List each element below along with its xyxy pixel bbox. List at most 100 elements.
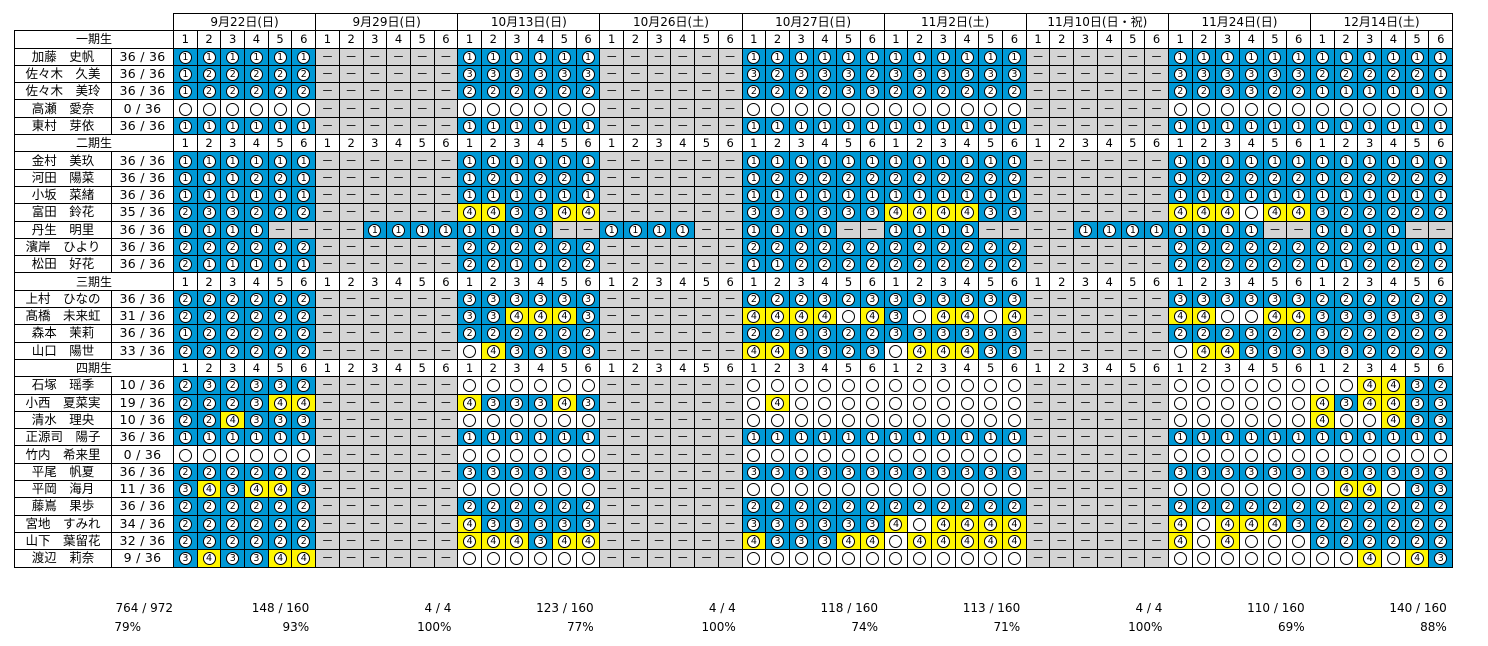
dash-mark: － [416,326,429,341]
circled-number: 2 [1339,327,1353,341]
circled-number: 4 [557,535,571,549]
schedule-cell: 4 [291,393,317,412]
column-number: 2 [1333,134,1359,153]
schedule-cell: － [717,480,743,499]
circled-number: 1 [486,431,500,445]
schedule-cell: 3 [812,531,838,551]
column-number: 1 [1025,30,1051,49]
schedule-cell: 3 [504,462,530,482]
member-row: 平岡 海月 11 / 36 3 4 3 4 4 3 －－－－－－－－－－－－－－－－－－ 4 4 3 3 [14,480,1454,499]
circled-number: 2 [463,258,477,272]
dash-mark: － [368,516,381,531]
circled-number: 3 [889,310,903,324]
schedule-cell: 4 [267,393,293,412]
schedule-cell: － [1096,255,1122,274]
schedule-cell: 3 [244,376,269,395]
schedule-cell [1286,445,1311,464]
circled-number: 3 [747,517,761,531]
schedule-cell: 1 [457,185,482,205]
column-number: 6 [717,358,743,378]
circled-number: 4 [960,344,974,358]
circled-number: 1 [1386,241,1400,254]
schedule-cell: 4 [1215,531,1240,551]
schedule-cell: 3 [552,289,577,309]
column-number: 2 [765,134,790,153]
schedule-cell: 2 [788,237,814,257]
circled-number: 2 [1007,85,1021,99]
schedule-cell: 2 [504,324,530,343]
circled-number: 3 [1434,483,1448,497]
member-name: 山口 陽世 [14,341,112,360]
dash-mark: － [653,49,666,64]
circled-number: 2 [178,310,192,324]
schedule-cell [812,549,838,568]
schedule-cell: 1 [1002,428,1027,447]
empty-circle [557,448,571,462]
dash-mark: － [1103,499,1116,514]
schedule-cell: 4 [954,514,980,533]
schedule-cell: － [338,514,364,533]
dash-mark: － [392,170,405,185]
column-number: 1 [457,134,482,153]
dash-mark: － [700,188,713,203]
schedule-cell: － [409,237,435,257]
schedule-cell: － [1049,64,1075,84]
schedule-cell [765,410,790,430]
circled-number: 2 [486,241,500,254]
circled-number: 2 [842,344,856,358]
dash-mark: － [605,395,618,410]
circled-number: 2 [486,500,500,514]
schedule-cell: － [670,47,696,66]
column-number: 1 [315,358,340,378]
column-number: 3 [1357,358,1383,378]
column-number: 1 [1167,134,1193,153]
schedule-cell: － [362,64,388,84]
dash-mark: － [1008,222,1021,237]
column-number: 1 [315,134,340,153]
schedule-cell: 1 [1215,428,1240,447]
schedule-cell: － [623,82,648,101]
schedule-cell: － [623,410,648,430]
circled-number: 2 [273,206,287,220]
schedule-cell: 1 [552,151,577,170]
schedule-cell: 1 [741,428,767,447]
schedule-cell [1333,376,1359,395]
dash-mark: － [1079,170,1092,185]
schedule-cell: － [623,99,648,118]
circled-number: 3 [1410,413,1424,427]
dash-mark: － [605,240,618,254]
empty-circle [1244,396,1258,410]
circled-number: 3 [1221,292,1235,306]
dash-mark: － [1055,430,1068,445]
empty-circle [510,413,524,427]
schedule-cell: 4 [978,514,1004,533]
circled-number: 2 [226,379,240,393]
schedule-cell: 3 [1238,341,1264,360]
circled-number: 3 [865,292,879,306]
schedule-cell: － [694,47,719,66]
column-number: 4 [1381,134,1406,153]
circled-number: 1 [202,431,216,445]
dash-mark: － [1079,84,1092,99]
schedule-cell: 2 [1381,289,1406,309]
schedule-cell: 2 [480,168,506,187]
schedule-cell: － [599,341,625,360]
schedule-cell: － [338,64,364,84]
schedule-cell: － [717,151,743,170]
dash-mark: － [676,482,689,497]
dash-mark: － [439,153,452,168]
circled-number: 1 [202,223,216,237]
empty-circle [1244,413,1258,427]
schedule-cell [1191,480,1217,499]
schedule-cell [267,99,293,118]
circled-number: 1 [605,223,619,237]
schedule-cell: 2 [765,324,790,343]
dash-mark: － [629,516,642,531]
dash-mark: － [1055,257,1068,272]
circled-number: 2 [936,171,950,185]
schedule-cell: 4 [1002,531,1027,551]
schedule-cell: 2 [1310,289,1335,309]
empty-circle [1386,552,1400,566]
schedule-cell: － [623,497,648,516]
schedule-cell: － [646,255,672,274]
